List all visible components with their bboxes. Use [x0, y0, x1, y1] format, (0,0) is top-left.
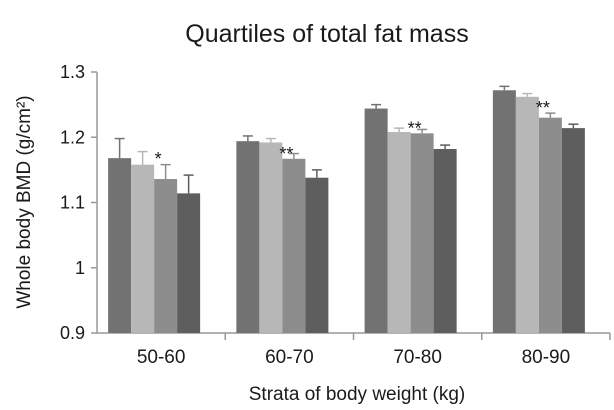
bar: [282, 158, 306, 333]
bar: [387, 132, 411, 333]
plot-area: 0.9 1 1.1 1.2 1.3 50-60 * 60-70 ** 70-80 ** 80-90 **: [60, 62, 611, 368]
bar: [236, 141, 260, 333]
significance-annotation: **: [536, 98, 550, 118]
y-tick-label: 1: [75, 258, 85, 278]
x-tick-label: 50-60: [137, 347, 186, 368]
bar: [305, 177, 329, 333]
y-tick-label: 0.9: [60, 323, 85, 343]
chart-title: Quartiles of total fat mass: [185, 20, 468, 48]
significance-annotation: **: [408, 119, 422, 139]
bar: [108, 158, 132, 333]
bar: [433, 148, 457, 333]
x-tick-label: 60-70: [265, 347, 314, 368]
x-axis-label: Strata of body weight (kg): [249, 384, 466, 405]
y-tick-label: 1.2: [60, 127, 85, 147]
y-axis-label: Whole body BMD (g/cm²): [14, 95, 35, 308]
significance-annotation: *: [155, 149, 162, 169]
bar: [154, 179, 178, 333]
bar: [538, 117, 562, 333]
bar: [515, 96, 539, 333]
bar: [410, 133, 434, 333]
y-tick-label: 1.1: [60, 193, 85, 213]
x-tick-label: 70-80: [393, 347, 442, 368]
x-tick-label: 80-90: [522, 347, 571, 368]
significance-annotation: **: [279, 144, 293, 164]
bar: [259, 142, 283, 333]
y-tick-label: 1.3: [60, 62, 85, 82]
bar: [561, 128, 585, 333]
bar: [364, 108, 388, 333]
bar: [492, 90, 516, 334]
bar: [177, 193, 201, 333]
bar: [131, 164, 155, 333]
